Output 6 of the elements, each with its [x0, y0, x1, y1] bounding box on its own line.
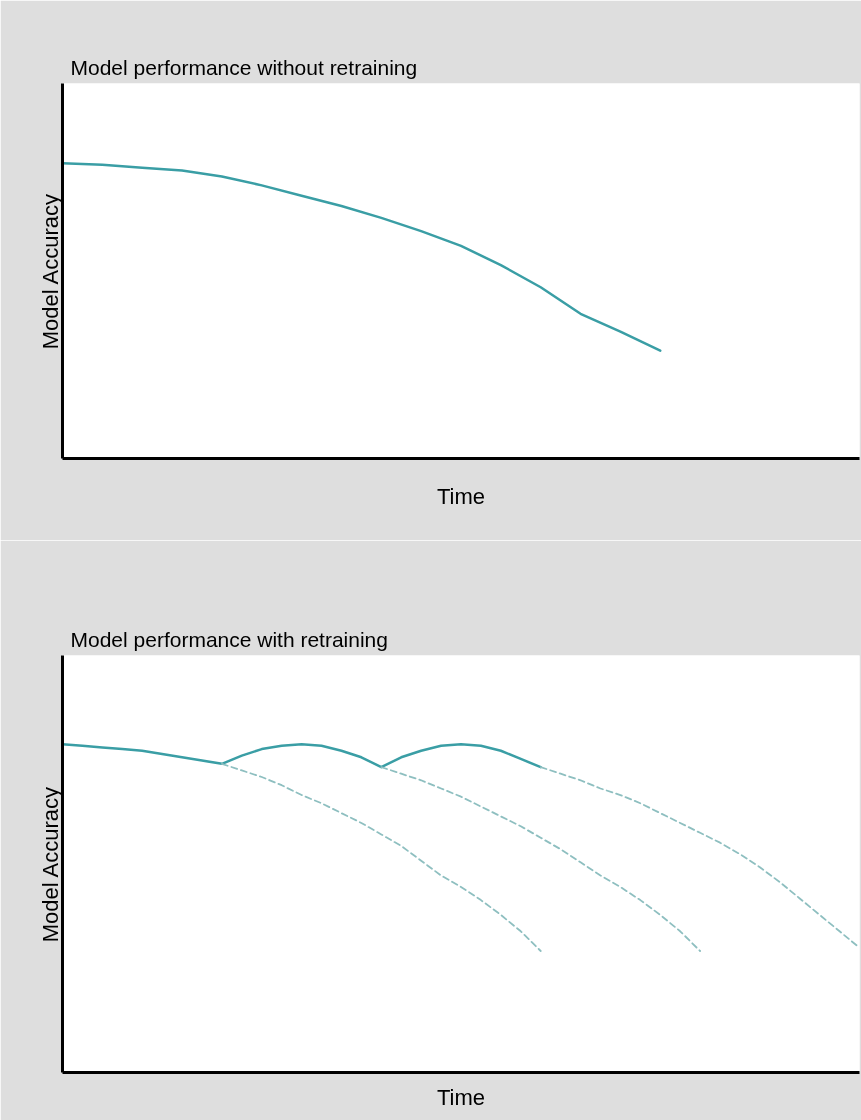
y-axis-title: Model Accuracy — [37, 193, 63, 350]
chart-title: Model performance without retraining — [70, 55, 418, 79]
y-axis-title: Model Accuracy — [37, 786, 63, 943]
x-axis-title: Time — [436, 483, 486, 509]
chart-title: Model performance with retraining — [70, 627, 388, 651]
x-axis-title: Time — [436, 1084, 486, 1110]
